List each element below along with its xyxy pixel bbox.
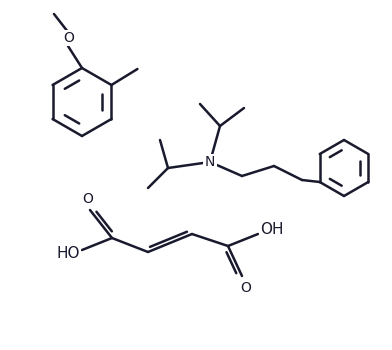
Text: OH: OH: [260, 223, 284, 238]
Text: N: N: [205, 155, 215, 169]
Text: O: O: [241, 281, 251, 295]
Text: O: O: [83, 192, 93, 206]
Text: HO: HO: [56, 246, 80, 261]
Text: O: O: [64, 31, 74, 45]
